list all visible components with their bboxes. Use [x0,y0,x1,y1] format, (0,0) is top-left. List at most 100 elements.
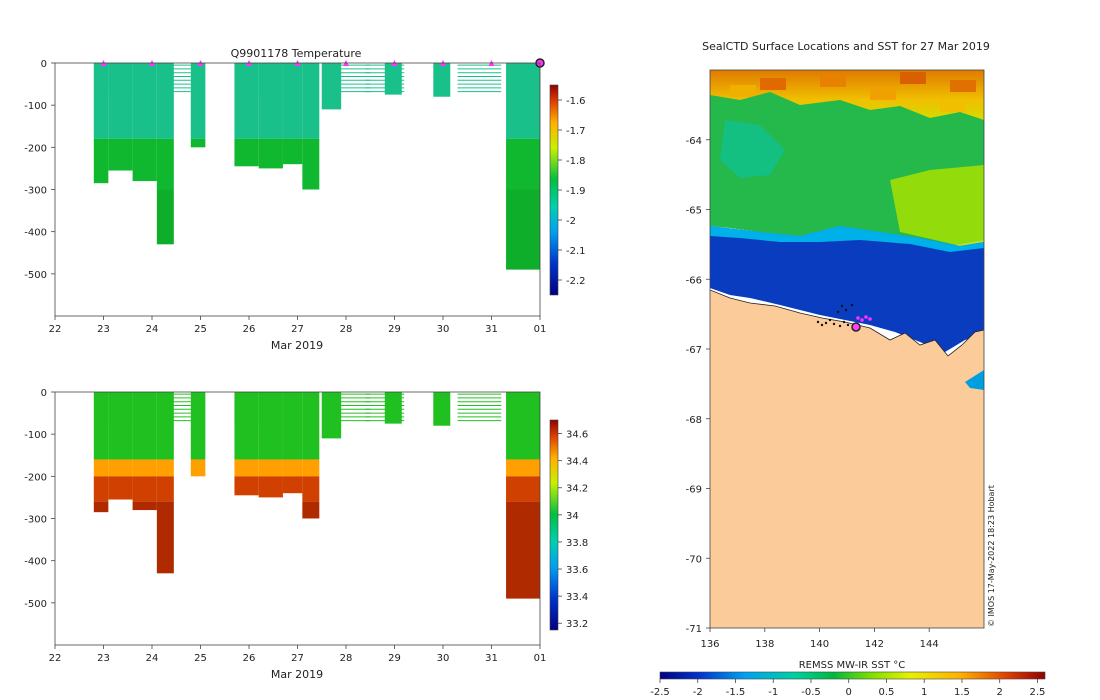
sst-warm-patch [900,72,926,84]
profile-segment [108,459,133,477]
y-tick-label: -400 [24,557,47,568]
y-tick-label: 0 [41,388,47,399]
seal-position-dot [836,310,840,314]
sst-warm-patches [730,72,976,112]
sst-cold-region [710,226,984,352]
sst-colorbar-tick-label: 2.5 [1029,687,1045,698]
temperature-y-ticks: 0 -100 -200 -300 -400 -500 [24,59,55,281]
profile-segment [93,501,109,513]
profile-segment [156,138,174,190]
x-tick-label: 27 [291,653,304,664]
x-tick-label: 29 [388,324,401,335]
salinity-y-ticks: 0 -100 -200 -300 -400 -500 [24,388,55,610]
profile-segment [93,476,109,502]
y-tick-label: -400 [24,228,47,239]
sst-colorbar-tick-label: -2.5 [650,687,670,698]
temperature-colorbar-ticks: -1.6 -1.7 -1.8 -1.9 -2 -2.1 -2.2 [558,96,586,287]
x-tick-label: 31 [485,324,498,335]
colorbar-tick-label: 33.4 [566,592,588,603]
profile-segment [190,63,206,139]
sst-colorbar-tick-label: -1 [768,687,778,698]
colorbar-tick-label: 33.2 [566,619,588,630]
map-y-tick-label: -65 [686,206,702,217]
profile-segment [384,63,402,95]
x-tick-label: 26 [243,653,256,664]
y-tick-label: -300 [24,515,47,526]
sst-colorbar-ticks: -2.5 -2 -1.5 -1 -0.5 0 0.5 1 1.5 2 2.5 [650,679,1045,698]
x-tick-label: 24 [146,324,159,335]
colorbar-tick-label: 34 [566,511,579,522]
profile-segment [258,392,283,460]
profile-segment [132,63,157,139]
profile-segment [282,459,303,477]
profile-segment [190,392,206,460]
map-x-tick-label: 136 [700,639,719,650]
profile-segment [433,63,451,97]
profile-segment [156,501,174,574]
x-tick-label: 25 [194,324,207,335]
profile-segment [506,63,540,139]
sst-colorbar-tick-label: 1 [921,687,927,698]
profile-column [384,392,402,424]
y-tick-label: -200 [24,143,47,154]
profile-segment [433,392,451,426]
map-y-tick-label: -68 [686,415,702,426]
sst-warm-patch [820,75,846,87]
profile-segment [506,459,540,477]
salinity-colorbar [549,419,559,631]
seal-position-dot [844,308,848,312]
profile-segment [156,476,174,502]
x-tick-label: 28 [340,324,353,335]
sst-warm-patch [940,100,966,112]
profile-segment [190,138,206,148]
map-y-tick-label: -64 [686,136,702,147]
sst-colorbar [659,671,1046,680]
profile-column [302,392,320,519]
map-y-tick-label: -69 [686,485,702,496]
salinity-colorbar-ticks: 34.6 34.4 34.2 34 33.8 33.6 33.4 33.2 [558,430,588,630]
profile-column [190,392,206,477]
profile-column [258,392,283,498]
profile-column [234,392,259,496]
colorbar-tick-label: -1.9 [566,186,586,197]
current-location-marker [851,322,861,332]
profile-column [108,392,133,500]
profile-segment [156,459,174,477]
profile-segment [234,459,259,477]
profile-column [258,63,283,169]
temperature-colorbar [549,84,559,296]
profile-segment [258,476,283,498]
profile-segment [302,138,320,190]
map-x-tick-label: 144 [920,639,939,650]
y-tick-label: -100 [24,101,47,112]
colorbar-tick-label: -2 [566,216,576,227]
temperature-profiles [93,63,540,270]
sst-colorbar-tick-label: -1.5 [726,687,746,698]
x-tick-label: 01 [534,324,547,335]
profile-segment [506,189,540,270]
colorbar-tick-label: -1.7 [566,126,586,137]
x-tick-label: 25 [194,653,207,664]
x-tick-label: 30 [437,324,450,335]
profile-segment [132,459,157,477]
profile-segment [302,459,320,477]
salinity-panel: 22 23 24 25 26 27 28 29 30 31 01 0 -100 -200 -300 -400… [24,388,588,681]
temperature-xlabel: Mar 2019 [271,339,323,352]
x-tick-label: 26 [243,324,256,335]
recent-seal-position [860,318,864,322]
x-tick-label: 23 [97,653,110,664]
profile-segment [302,476,320,502]
coastline [710,289,984,357]
profile-segment [506,476,540,502]
profile-segment [108,63,133,139]
temperature-title: Q9901178 Temperature [231,47,362,60]
profile-segment [132,501,157,511]
temperature-x-ticks: 22 23 24 25 26 27 28 29 30 31 01 [49,316,547,335]
antarctic-landmass [710,290,984,628]
salinity-profiles [93,392,540,599]
x-tick-label: 31 [485,653,498,664]
sst-warm-patch [870,88,896,100]
profile-segment [282,138,303,165]
y-tick-label: -300 [24,186,47,197]
map-title: SealCTD Surface Locations and SST for 27… [702,40,990,53]
